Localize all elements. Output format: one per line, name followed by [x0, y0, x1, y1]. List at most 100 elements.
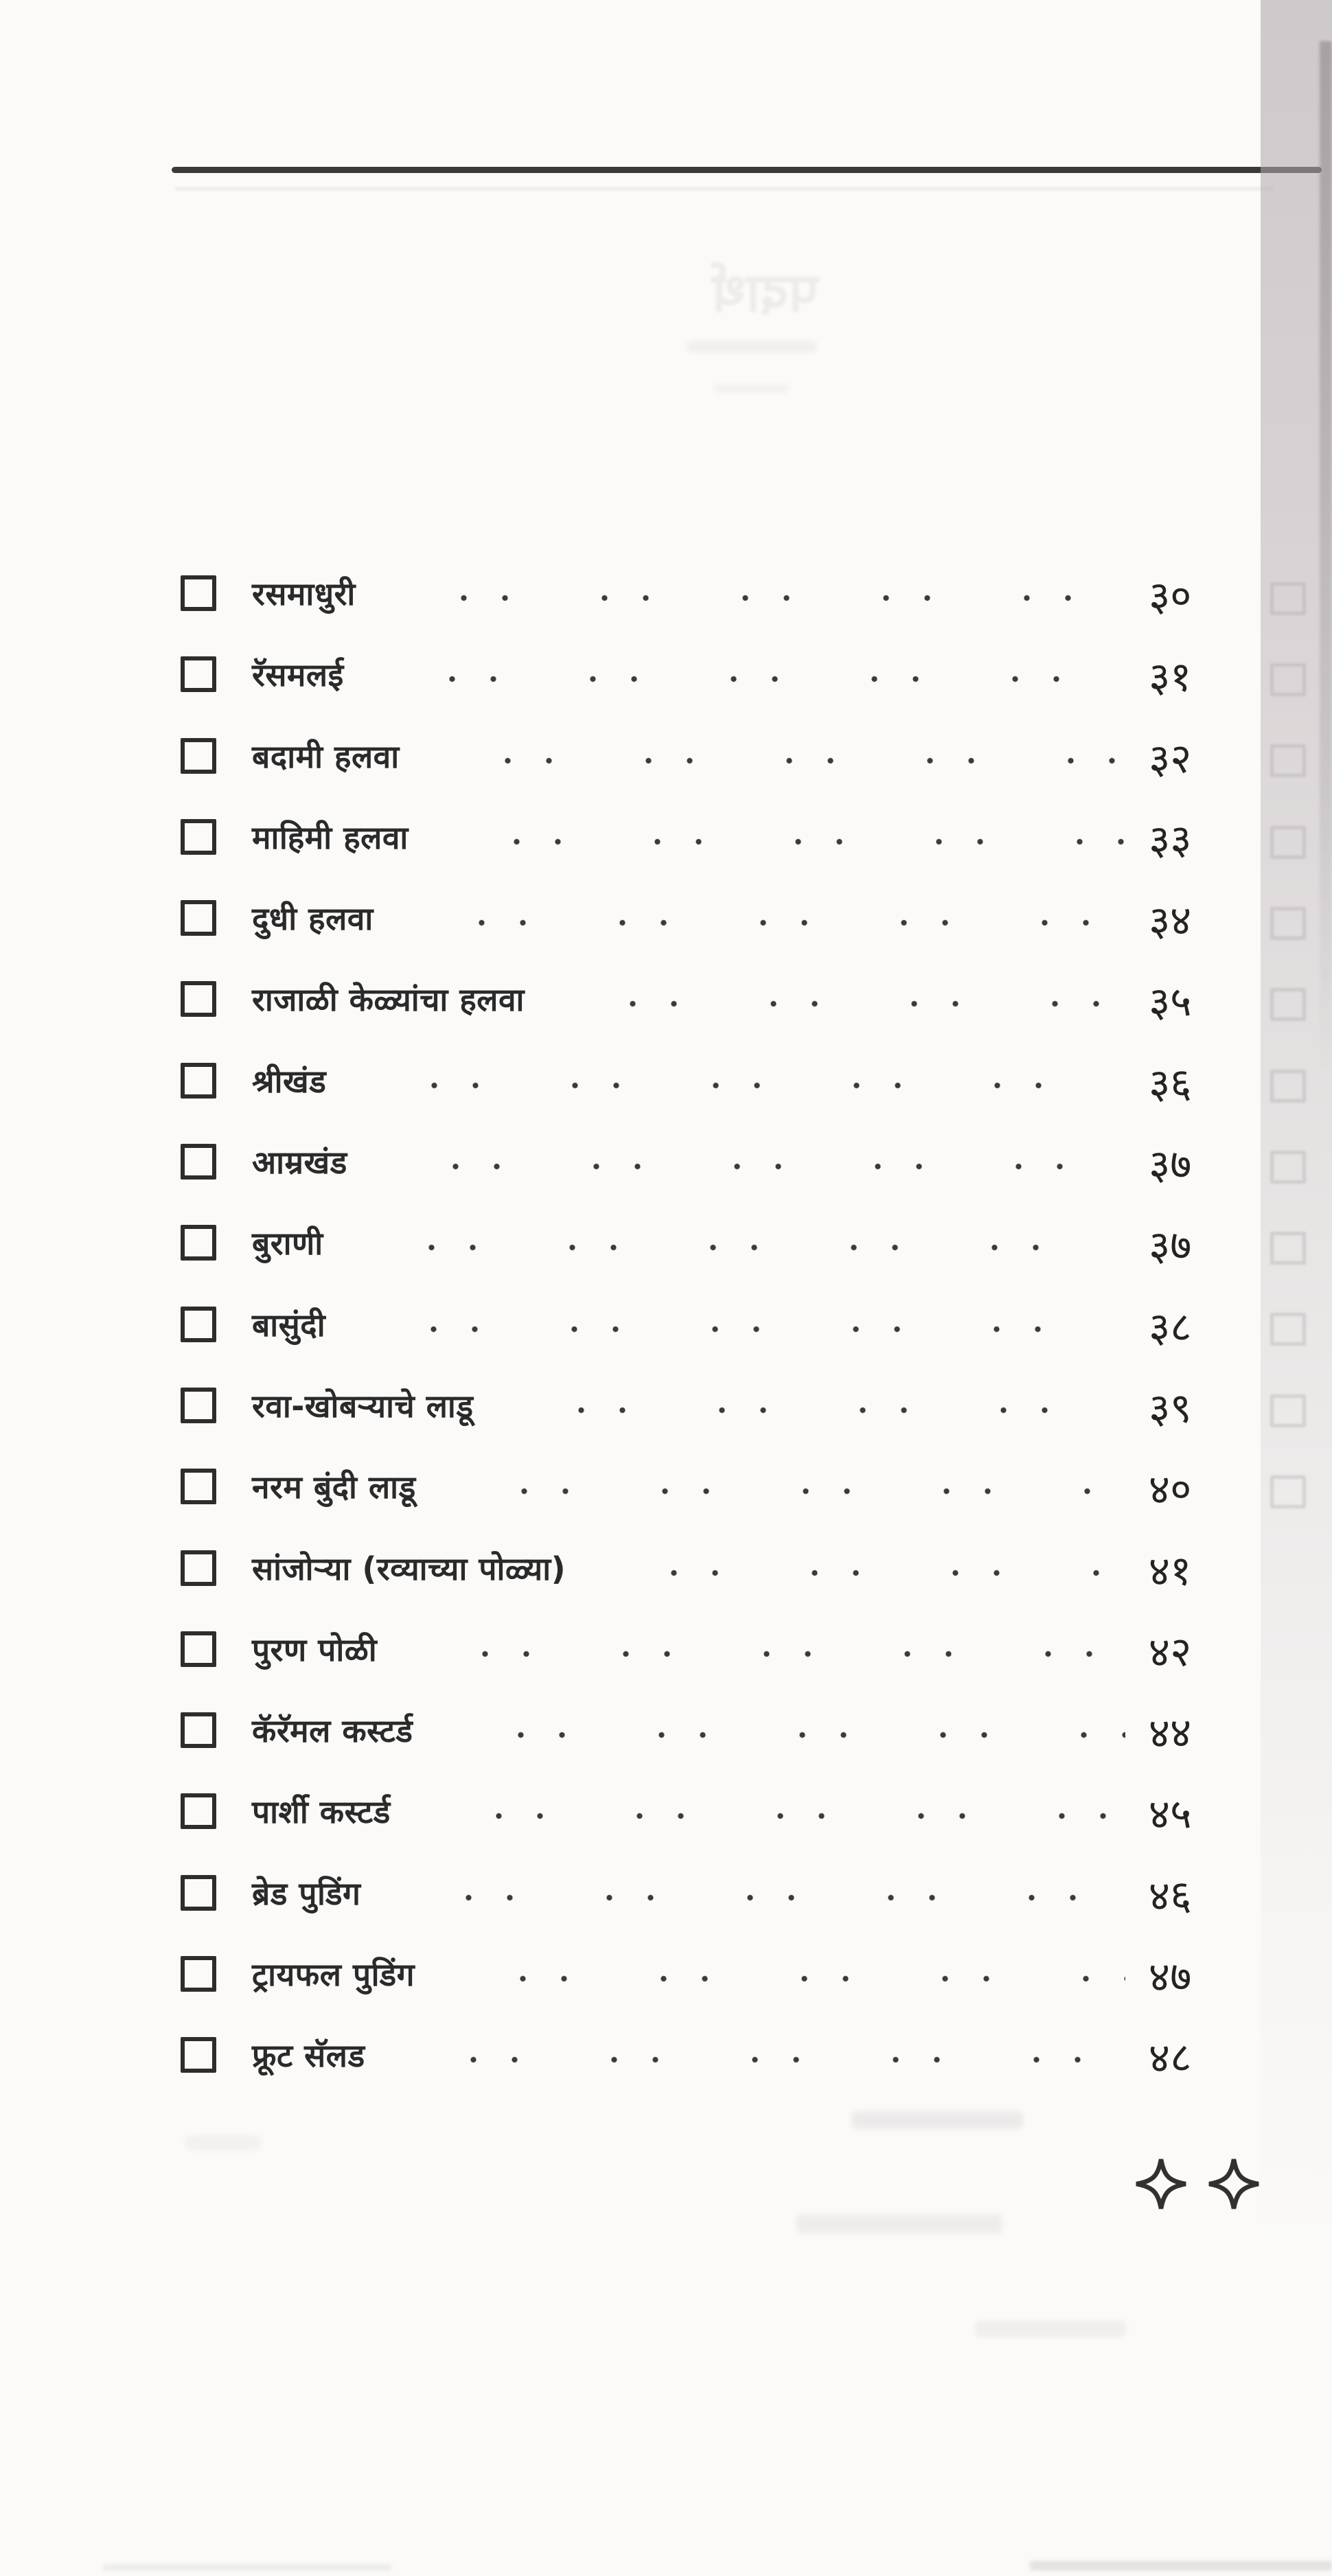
toc-row: दुधी हलवा ३४ — [181, 895, 1245, 976]
page-number: ३५ — [1148, 978, 1193, 1027]
ghost-showthrough-line — [851, 2111, 1023, 2129]
footer-ornament — [1134, 2157, 1261, 2211]
page-number: ३९ — [1148, 1384, 1193, 1434]
page-number: ३८ — [1148, 1302, 1193, 1352]
page-number: ४४ — [1148, 1709, 1193, 1758]
checkbox-icon — [181, 2037, 216, 2073]
toc-row: माहिमी हलवा ३३ — [181, 814, 1245, 895]
ghost-showthrough-line — [975, 2321, 1126, 2337]
checkbox-icon — [181, 818, 216, 855]
ghost-checkbox-showthrough — [1270, 663, 1306, 696]
toc-row: नरम बुंदी लाडू ४० — [181, 1463, 1245, 1544]
ghost-showthrough-line — [687, 341, 817, 352]
ghost-checkbox-showthrough — [1270, 1151, 1306, 1184]
checkbox-icon — [181, 1469, 216, 1505]
checkbox-icon — [181, 1144, 216, 1180]
recipe-name: कॅरॅमल कस्टर्ड — [252, 1712, 413, 1750]
recipe-name: श्रीखंड — [252, 1062, 327, 1100]
recipe-name: फ्रूट सॅलड — [252, 2037, 365, 2075]
recipe-name: ट्रायफल पुडिंग — [252, 1956, 415, 1994]
page-number: ३२ — [1148, 734, 1193, 783]
dot-leader — [562, 978, 1125, 1027]
table-of-contents: रसमाधुरी ३० रॅसमलई ३१ बदामी हलवा ३२ माहि… — [181, 570, 1245, 2113]
ghost-checkbox-showthrough — [1270, 988, 1306, 1021]
toc-row: सांजोऱ्या (रव्याच्या पोळ्या) ४१ — [181, 1545, 1245, 1626]
page-edge-shadow-dark — [1320, 41, 1332, 1071]
recipe-name: बुराणी — [252, 1225, 323, 1263]
dot-leader — [453, 1466, 1125, 1515]
toc-row: पुरण पोळी ४२ — [181, 1626, 1245, 1707]
page-number: ४२ — [1148, 1627, 1193, 1677]
page-number: ३६ — [1148, 1059, 1193, 1108]
ghost-checkbox-showthrough — [1270, 1070, 1306, 1103]
page-number: ३७ — [1148, 1221, 1193, 1271]
checkbox-icon — [181, 981, 216, 1017]
horizontal-rule-scan-echo — [175, 187, 1274, 191]
toc-row: आम्रखंड ३७ — [181, 1138, 1245, 1219]
page-edge-shadow — [1261, 0, 1332, 2576]
scan-smudge — [1030, 2561, 1332, 2571]
checkbox-icon — [181, 1225, 216, 1261]
toc-row: राजाळी केळ्यांचा हलवा ३५ — [181, 976, 1245, 1057]
dot-leader — [437, 735, 1125, 783]
checkbox-icon — [181, 900, 216, 936]
ghost-checkbox-showthrough — [1270, 1475, 1306, 1508]
checkbox-icon — [181, 1793, 216, 1830]
ghost-showthrough-line — [185, 2135, 261, 2150]
toc-row: बदामी हलवा ३२ — [181, 733, 1245, 814]
page-number: ४८ — [1148, 2034, 1193, 2083]
ghost-checkbox-showthrough — [1270, 744, 1306, 777]
checkbox-icon — [181, 1550, 216, 1586]
dot-leader — [384, 1141, 1125, 1190]
recipe-name: रॅसमलई — [252, 656, 344, 694]
toc-row: फ्रूट सॅलड ४८ — [181, 2032, 1245, 2113]
ghost-checkbox-showthrough — [1270, 907, 1306, 940]
dot-leader — [363, 1303, 1125, 1352]
checkbox-icon — [181, 1712, 216, 1749]
dot-leader — [398, 1872, 1125, 1920]
page-number: ३७ — [1148, 1140, 1193, 1190]
dot-leader — [381, 654, 1125, 702]
checkbox-icon — [181, 1062, 216, 1099]
recipe-name: बदामी हलवा — [252, 737, 400, 775]
page-number: ४७ — [1148, 1953, 1193, 2002]
dot-leader — [393, 573, 1125, 621]
dot-leader — [360, 1222, 1125, 1271]
recipe-name: आम्रखंड — [252, 1144, 347, 1182]
horizontal-rule — [172, 167, 1322, 173]
toc-row: रॅसमलई ३१ — [181, 651, 1245, 732]
checkbox-icon — [181, 1956, 216, 1992]
recipe-name: राजाळी केळ्यांचा हलवा — [252, 981, 525, 1019]
checkbox-icon — [181, 656, 216, 693]
page-number: ४५ — [1148, 1790, 1193, 1839]
page-number: ३४ — [1148, 897, 1193, 946]
dot-leader — [452, 1953, 1125, 2002]
dot-leader — [446, 816, 1125, 864]
scan-smudge — [103, 2564, 391, 2571]
four-point-star-icon — [1208, 2159, 1259, 2209]
ghost-showthrough-heading: पदार्थ — [712, 262, 819, 324]
ghost-showthrough-line — [714, 384, 790, 393]
recipe-name: रवा-खोबऱ्याचे लाडू — [252, 1387, 474, 1425]
page-number: ३० — [1148, 572, 1193, 621]
four-point-star-icon — [1136, 2159, 1186, 2209]
page-number: ४६ — [1148, 1871, 1193, 1920]
dot-leader — [511, 1384, 1125, 1433]
ghost-showthrough-line — [796, 2214, 1002, 2233]
recipe-name: पुरण पोळी — [252, 1631, 378, 1668]
toc-row: ट्रायफल पुडिंग ४७ — [181, 1951, 1245, 2032]
toc-row: कॅरॅमल कस्टर्ड ४४ — [181, 1707, 1245, 1788]
dot-leader — [402, 2034, 1125, 2083]
recipe-name: दुधी हलवा — [252, 900, 374, 938]
checkbox-icon — [181, 737, 216, 774]
checkbox-icon — [181, 1874, 216, 1911]
ghost-checkbox-showthrough — [1270, 1313, 1306, 1346]
recipe-name: माहिमी हलवा — [252, 818, 409, 856]
toc-row: बुराणी ३७ — [181, 1219, 1245, 1300]
checkbox-icon — [181, 575, 216, 611]
dot-leader — [364, 1059, 1125, 1108]
dot-leader — [450, 1710, 1125, 1758]
page-number: ३३ — [1148, 816, 1193, 865]
dot-leader — [411, 897, 1125, 946]
